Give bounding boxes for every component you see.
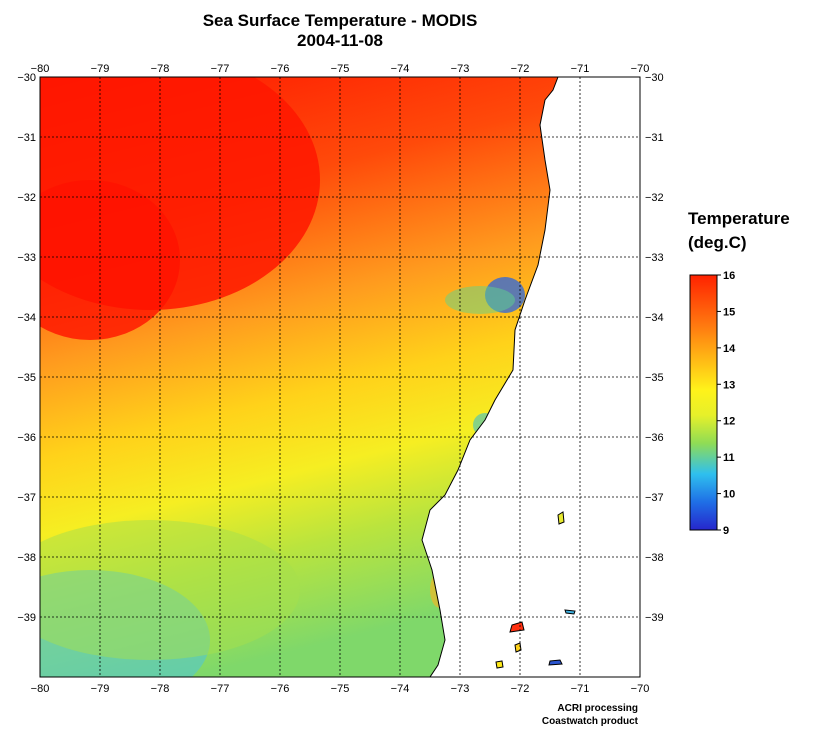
longitude-label: −70 [631,63,650,75]
longitude-label: −80 [31,683,50,695]
longitude-label: −76 [271,63,290,75]
colorbar-label: 12 [723,416,735,428]
latitude-label: −34 [645,312,664,324]
longitude-label: −74 [391,63,410,75]
map-frame [39,76,641,678]
latitude-label: −36 [17,432,36,444]
credit-processing: ACRI processing [557,703,638,714]
latitude-label: −34 [17,312,36,324]
latitude-label: −33 [17,252,36,264]
latitude-label: −35 [17,372,36,384]
latitude-label: −30 [645,72,664,84]
longitude-label: −76 [271,683,290,695]
latitude-label: −38 [17,552,36,564]
longitude-label: −78 [151,683,170,695]
latitude-label: −30 [17,72,36,84]
longitude-label: −71 [571,63,590,75]
longitude-label: −70 [631,683,650,695]
longitude-label: −71 [571,683,590,695]
latitude-label: −39 [17,612,36,624]
longitude-label: −77 [211,683,230,695]
longitude-label: −73 [451,63,470,75]
longitude-label: −80 [31,63,50,75]
latitude-label: −31 [17,132,36,144]
longitude-labels-bottom: −80 −79 −78 −77 −76 −75 −74 −73 −72 −71 −70 [31,683,650,695]
sea-surface-raster [40,77,640,677]
credit-product: Coastwatch product [541,716,638,727]
longitude-label: −75 [331,63,350,75]
colorbar-label: 11 [723,452,735,464]
colorbar-label: 13 [723,379,735,391]
graticule [40,77,640,677]
chart-date: 2004-11-08 [296,31,384,50]
latitude-label: −35 [645,372,664,384]
latitude-labels-left: −30 −31 −32 −33 −34 −35 −36 −37 −38 −39 [17,72,36,624]
latitude-label: −38 [645,552,664,564]
latitude-label: −32 [645,192,664,204]
colorbar-label: 15 [723,306,735,318]
legend-title: Temperature [688,209,790,228]
latitude-label: −37 [645,492,664,504]
latitude-label: −33 [645,252,664,264]
longitude-label: −75 [331,683,350,695]
legend-units: (deg.C) [688,233,747,252]
longitude-label: −79 [91,683,110,695]
longitude-label: −72 [511,63,530,75]
latitude-label: −39 [645,612,664,624]
longitude-labels-top: −80 −79 −78 −77 −76 −75 −74 −73 −72 −71 −70 [31,63,650,75]
latitude-labels-right: −30 −31 −32 −33 −34 −35 −36 −37 −38 −39 [645,72,664,624]
chart-title: Sea Surface Temperature - MODIS [202,11,478,30]
colorbar-label: 10 [723,489,735,501]
longitude-label: −78 [151,63,170,75]
longitude-label: −73 [451,683,470,695]
colorbar-label: 16 [723,270,735,282]
longitude-label: −79 [91,63,110,75]
colorbar-tick-labels: 16 15 14 13 12 11 10 9 [717,270,736,537]
colorbar [689,274,718,531]
latitude-label: −32 [17,192,36,204]
latitude-label: −36 [645,432,664,444]
latitude-label: −31 [645,132,664,144]
colorbar-label: 14 [723,343,736,355]
longitude-label: −72 [511,683,530,695]
longitude-label: −74 [391,683,410,695]
latitude-label: −37 [17,492,36,504]
colorbar-label: 9 [723,525,729,537]
longitude-label: −77 [211,63,230,75]
